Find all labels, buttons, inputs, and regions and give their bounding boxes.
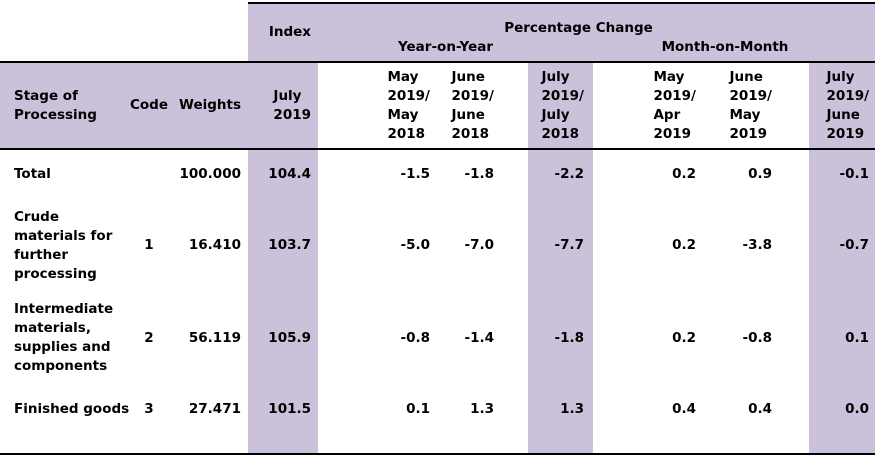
yoy-july-value-cell: 1.3 (528, 384, 593, 434)
mom-may-column-header-text: May 2019/ Apr 2019 (653, 68, 696, 142)
yoy-may-value-cell: 0.1 (406, 400, 430, 417)
yoy-may-value-cell: -5.0 (400, 237, 430, 253)
yoy-july-column-header: July 2019/ July 2018 (528, 62, 593, 150)
gap-column-header (243, 62, 248, 150)
filler-cell (130, 434, 168, 455)
mom-june-column-header: June 2019/ May 2019 (713, 62, 809, 150)
mom-may-column-header: May 2019/ Apr 2019 (593, 62, 713, 150)
mom-june-value-cell: 0.4 (748, 400, 772, 417)
month-on-month-group-header: Month-on-Month (661, 39, 789, 55)
table-row-intermediate-materials: Intermediate materials, supplies and com… (0, 292, 876, 384)
index-value-cell: 105.9 (248, 292, 318, 384)
mom-may-value-cell: 0.2 (672, 237, 696, 253)
group-header-row: Index Percentage Change Year-on-Year Month… (0, 2, 876, 63)
yoy-june-value-cell: 1.3 (470, 400, 494, 417)
stage-cell: Total (14, 166, 51, 182)
mom-july-column-header-text: July 2019/ June 2019 (826, 68, 870, 142)
weights-column-header: Weights (168, 62, 243, 150)
mom-june-value-cell: -3.8 (742, 237, 772, 253)
stage-cell: Intermediate materials, supplies and com… (14, 301, 114, 374)
index-value-cell: 101.5 (248, 384, 318, 434)
mom-may-value-cell: 0.4 (672, 400, 696, 417)
filler-cell (593, 434, 713, 455)
filler-cell (248, 434, 318, 455)
weights-cell: 56.119 (188, 329, 241, 346)
mom-june-value-cell: -0.8 (742, 329, 772, 346)
mom-may-value-cell: 0.2 (672, 329, 696, 346)
yoy-july-value-cell: -2.2 (528, 149, 593, 199)
yoy-june-column-header-text: June 2019/ June 2018 (451, 68, 494, 142)
year-on-year-group-header: Year-on-Year (397, 39, 494, 55)
percentage-change-group-header-cell: Percentage Change Year-on-Year Month-on-Mo… (318, 2, 876, 63)
stage-of-processing-column-header: Stage of Processing (0, 62, 130, 150)
filler-cell (168, 434, 243, 455)
weights-cell: 16.410 (188, 237, 241, 253)
yoy-july-column-header-text: July 2019/ July 2018 (541, 68, 584, 142)
code-cell: 3 (144, 400, 154, 417)
yoy-june-value-cell: -1.8 (464, 166, 494, 182)
filler-cell (713, 434, 809, 455)
code-cell (130, 149, 168, 199)
table-row-crude-materials: Crude materials for further processing 1… (0, 199, 876, 292)
yoy-june-value-cell: -1.4 (464, 329, 494, 346)
stage-cell: Crude materials for further processing (14, 208, 113, 282)
index-group-header: Index (248, 2, 318, 63)
filler-cell (528, 434, 593, 455)
weights-cell: 100.000 (179, 166, 242, 182)
stage-of-processing-table: Index Percentage Change Year-on-Year Month… (0, 2, 876, 455)
weights-cell: 27.471 (188, 400, 241, 417)
filler-cell (809, 434, 876, 455)
mom-may-value-cell: 0.2 (672, 166, 696, 182)
yoy-june-value-cell: -7.0 (464, 237, 494, 253)
mom-july-value-cell: 0.1 (809, 292, 876, 384)
filler-cell (318, 434, 440, 455)
yoy-june-column-header: June 2019/ June 2018 (440, 62, 528, 150)
filler-cell (243, 434, 248, 455)
mom-july-column-header: July 2019/ June 2019 (809, 62, 876, 150)
index-july-2019-column-header-text: July 2019 (273, 87, 311, 123)
yoy-may-value-cell: -1.5 (400, 166, 430, 182)
filler-cell (0, 434, 130, 455)
column-header-row: Stage of Processing Code Weights July 20… (0, 62, 876, 150)
subgroup-header-row: Year-on-Year Month-on-Month (318, 38, 875, 57)
percentage-change-group-header: Percentage Change (504, 20, 653, 36)
group-header-spacer (0, 3, 248, 63)
code-cell: 1 (144, 237, 154, 253)
filler-row (0, 434, 876, 455)
yoy-july-value-cell: -1.8 (528, 292, 593, 384)
yoy-may-value-cell: -0.8 (400, 329, 430, 346)
table-row-total: Total 100.000 104.4 -1.5 -1.8 -2.2 0.2 0… (0, 149, 876, 199)
yoy-may-column-header-text: May 2019/ May 2018 (387, 68, 430, 142)
index-july-2019-column-header: July 2019 (248, 62, 318, 150)
filler-cell (440, 434, 528, 455)
index-value-cell: 104.4 (248, 149, 318, 199)
index-value-cell: 103.7 (248, 199, 318, 292)
mom-july-value-cell: -0.1 (809, 149, 876, 199)
mom-june-value-cell: 0.9 (748, 166, 772, 182)
stage-cell: Finished goods (14, 400, 130, 417)
yoy-may-column-header: May 2019/ May 2018 (318, 62, 440, 150)
code-column-header: Code (130, 62, 168, 150)
mom-july-value-cell: -0.7 (809, 199, 876, 292)
mom-july-value-cell: 0.0 (809, 384, 876, 434)
mom-june-column-header-text: June 2019/ May 2019 (729, 68, 772, 142)
code-cell: 2 (144, 329, 154, 346)
yoy-july-value-cell: -7.7 (528, 199, 593, 292)
table-row-finished-goods: Finished goods 3 27.471 101.5 0.1 1.3 1.… (0, 384, 876, 434)
